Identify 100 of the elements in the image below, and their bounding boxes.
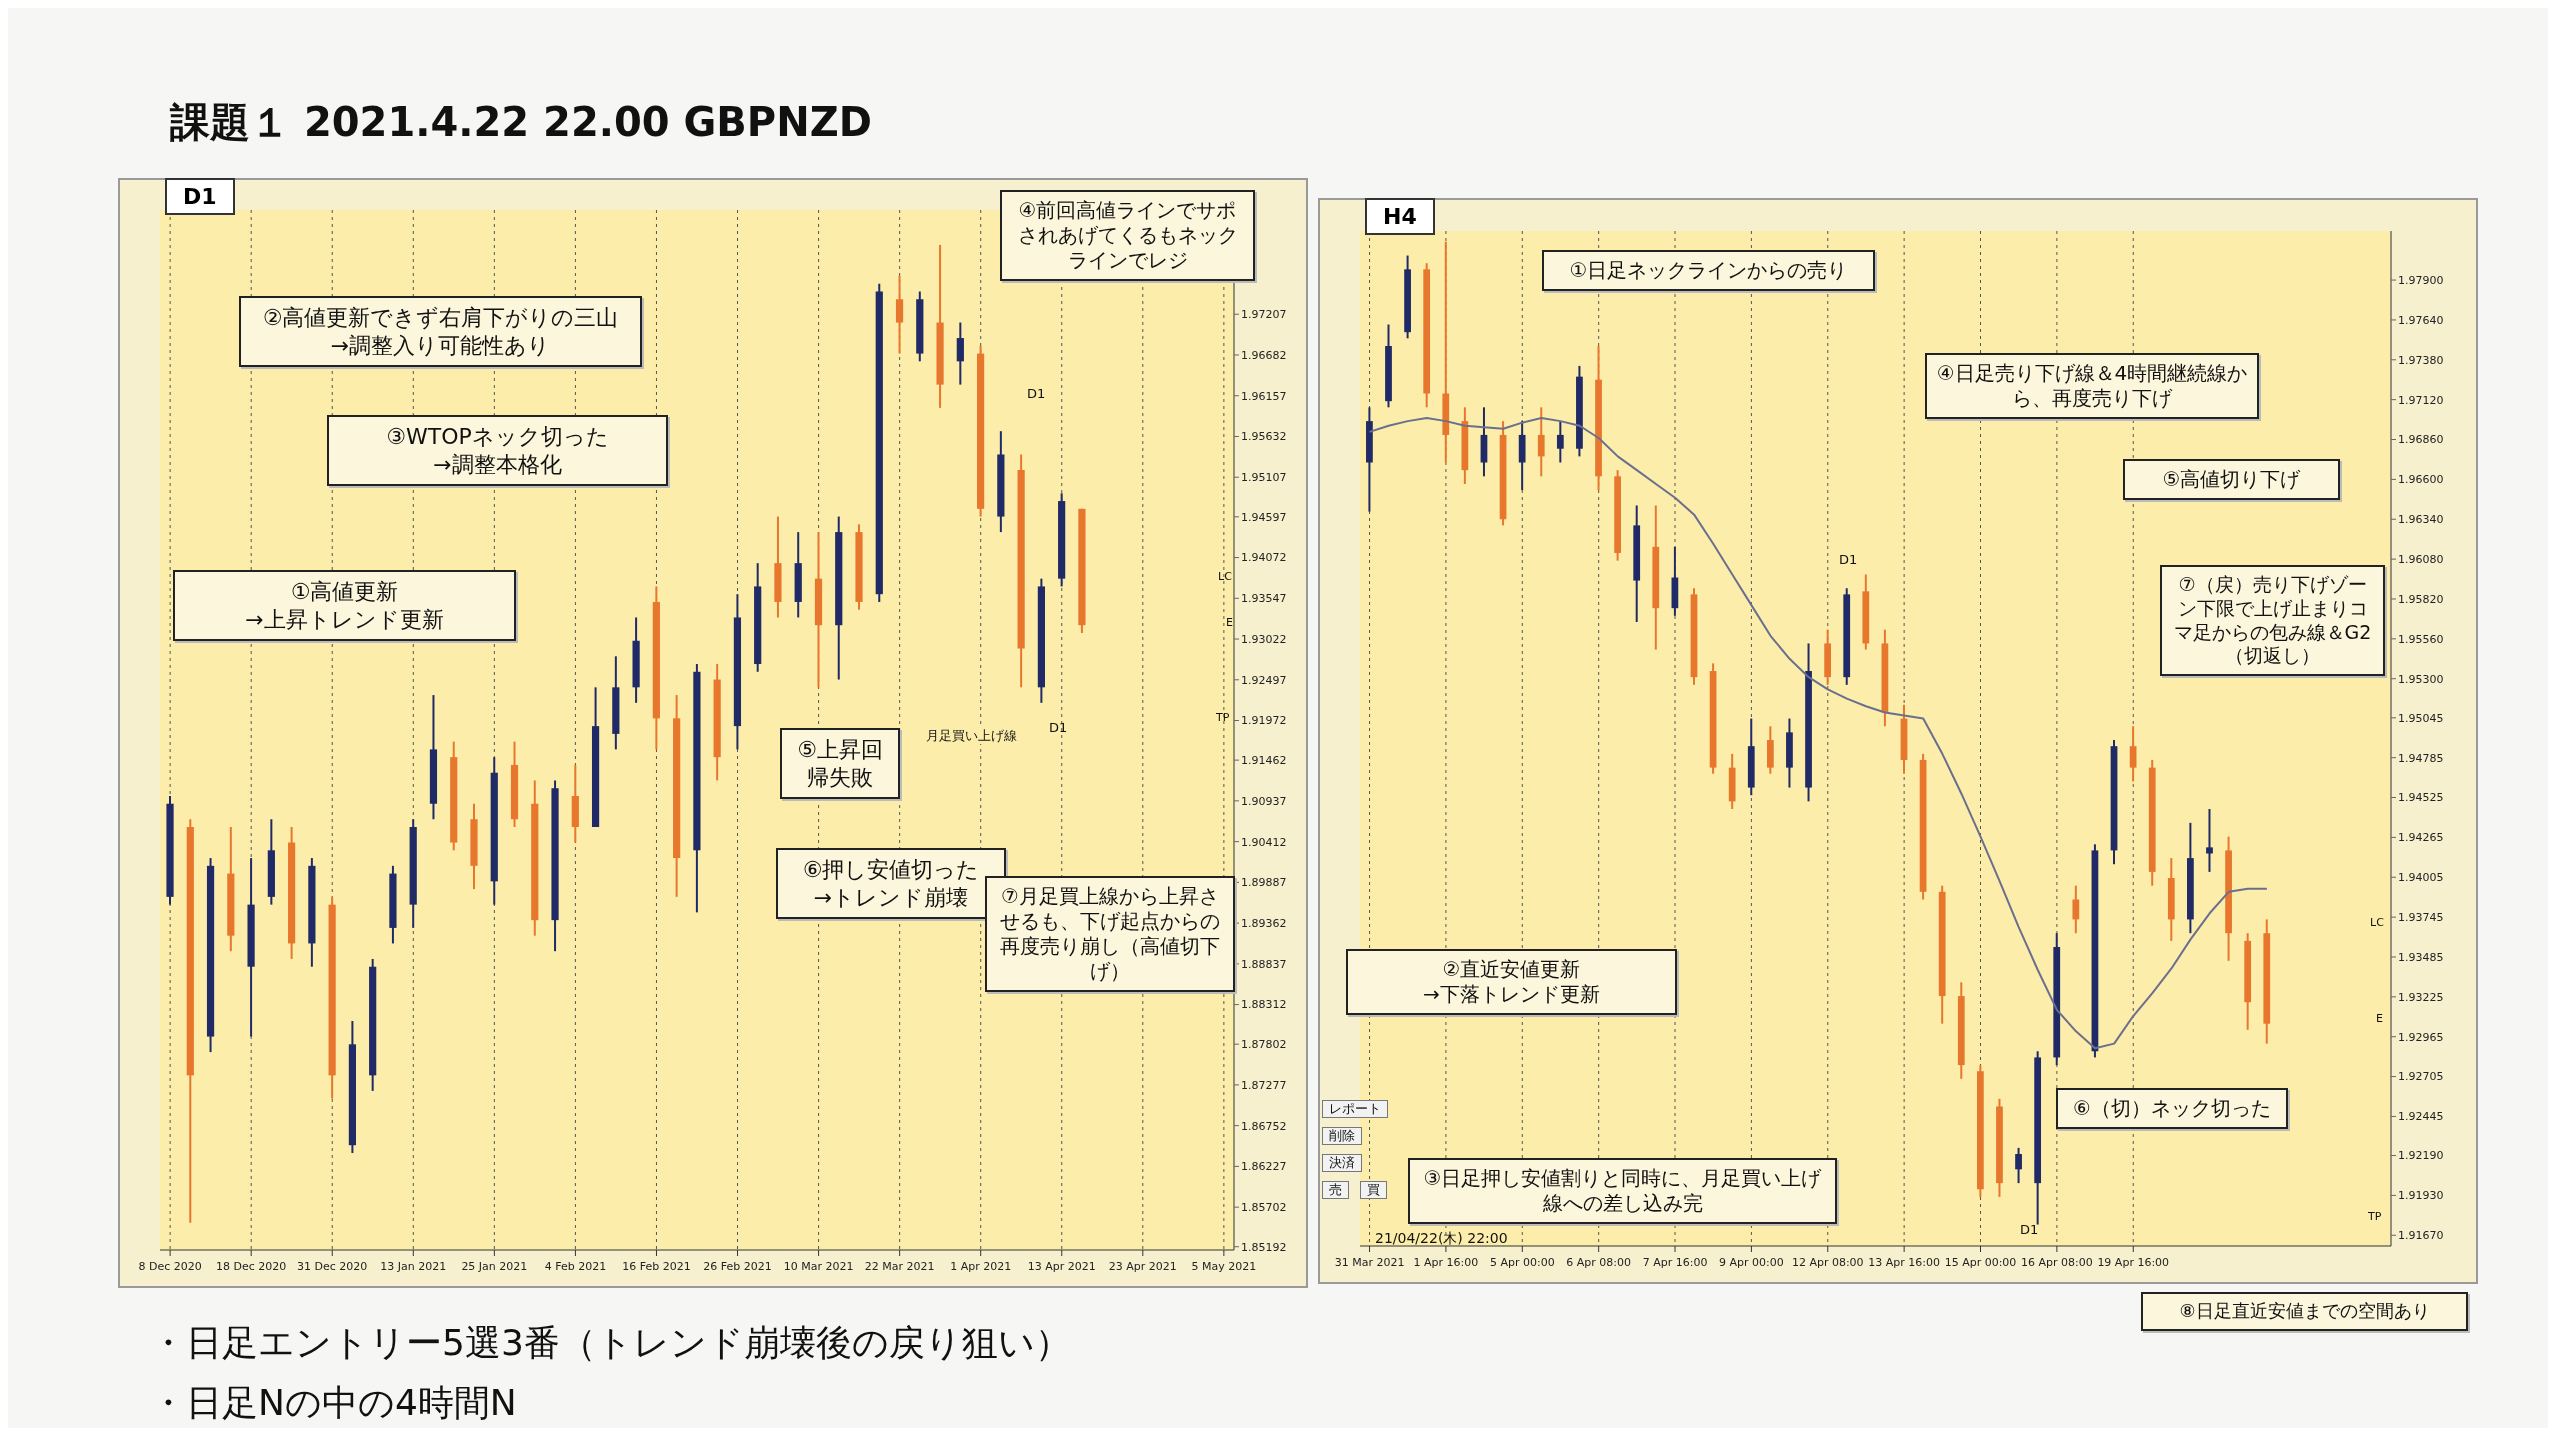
x-tick-label: 16 Feb 2021: [622, 1260, 691, 1273]
y-tick-label: 1.96340: [2398, 513, 2444, 527]
candlestick: [1556, 420, 1564, 464]
x-tick-label: 19 Apr 16:00: [2097, 1256, 2170, 1269]
y-tick-label: 1.93745: [2398, 911, 2444, 925]
x-tick-label: 9 Apr 00:00: [1719, 1256, 1784, 1269]
y-tick-label: 1.97120: [2398, 393, 2444, 407]
y-tick-label: 1.91930: [2398, 1189, 2444, 1203]
callout-box: ①日足ネックラインからの売り: [1542, 250, 1875, 291]
callout-box: ④前回高値ラインでサポされあげてくるもネックラインでレジ: [1000, 190, 1255, 281]
x-tick-label: 13 Apr 16:00: [1868, 1256, 1941, 1269]
annotation: E: [2376, 1012, 2383, 1026]
callout-box: ⑤高値切り下げ: [2123, 459, 2340, 500]
annotation: D1: [1027, 386, 1046, 403]
y-tick-label: 1.91462: [1241, 754, 1287, 768]
y-tick-label: 1.97900: [2398, 273, 2444, 287]
callout-box: ①高値更新 →上昇トレンド更新: [173, 570, 516, 641]
y-tick-label: 1.94072: [1241, 551, 1287, 565]
annotation: レポート: [1322, 1100, 1388, 1119]
candlestick: [1537, 406, 1545, 478]
annotation: 買: [1360, 1181, 1387, 1200]
y-tick-label: 1.96600: [2398, 473, 2444, 487]
y-tick-label: 1.94525: [2398, 791, 2444, 805]
annotation: D1: [1839, 552, 1858, 569]
chart-subtitle: 課題１ 2021.4.22 22.00 GBPNZD: [170, 98, 872, 147]
y-tick-label: 1.87802: [1241, 1038, 1287, 1052]
y-tick-label: 1.89362: [1241, 917, 1287, 930]
x-tick-label: 6 Apr 08:00: [1566, 1256, 1632, 1269]
y-tick-label: 1.97380: [2398, 353, 2444, 367]
callout-box: ⑧日足直近安値までの空間あり: [2141, 1292, 2468, 1331]
y-tick-label: 1.93547: [1241, 592, 1287, 606]
y-tick-label: 1.90937: [1241, 794, 1287, 808]
callout-box: ⑥（切）ネック切った: [2056, 1088, 2288, 1129]
annotation: TP: [1216, 711, 1230, 725]
x-tick-label: 13 Jan 2021: [380, 1260, 447, 1273]
callout-box: ③日足押し安値割りと同時に、月足買い上げ線への差し込み完: [1408, 1158, 1837, 1224]
x-tick-label: 23 Apr 2021: [1108, 1260, 1177, 1273]
chart-title: H4: [1365, 198, 1435, 235]
annotation: 月足買い上げ線: [924, 728, 1019, 745]
y-tick-label: 1.87277: [1241, 1078, 1287, 1092]
y-tick-label: 1.86752: [1241, 1119, 1287, 1133]
y-tick-label: 1.96682: [1241, 348, 1287, 362]
y-tick-label: 1.96860: [2398, 433, 2444, 447]
x-tick-label: 22 Mar 2021: [864, 1260, 935, 1273]
y-tick-label: 1.89887: [1241, 876, 1287, 890]
annotation: TP: [2368, 1210, 2382, 1224]
y-tick-label: 1.94597: [1241, 510, 1287, 524]
text: ・日足Nの中の4時間N: [150, 1381, 517, 1425]
y-tick-label: 1.86227: [1241, 1160, 1287, 1174]
y-tick-label: 1.95045: [2398, 711, 2444, 725]
y-tick-label: 1.95632: [1241, 430, 1287, 444]
y-tick-label: 1.97207: [1241, 308, 1287, 322]
x-tick-label: 1 Apr 16:00: [1413, 1256, 1479, 1269]
y-tick-label: 1.92445: [2398, 1110, 2444, 1124]
y-tick-label: 1.94785: [2398, 751, 2444, 765]
x-tick-label: 4 Feb 2021: [544, 1260, 607, 1273]
x-tick-label: 31 Dec 2020: [297, 1260, 368, 1273]
candlestick: [2206, 808, 2213, 873]
x-tick-label: 31 Mar 2021: [1334, 1256, 1405, 1269]
text: ・日足エントリー5選3番（トレンド崩壊後の戻り狙い）: [150, 1321, 1071, 1365]
y-tick-label: 1.88312: [1241, 998, 1287, 1012]
y-tick-label: 1.92965: [2398, 1030, 2444, 1044]
x-tick-label: 5 Apr 00:00: [1489, 1256, 1555, 1269]
x-tick-label: 7 Apr 16:00: [1642, 1256, 1708, 1269]
y-tick-label: 1.94265: [2398, 831, 2444, 845]
x-tick-label: 1 Apr 2021: [950, 1260, 1012, 1273]
x-tick-label: 10 Mar 2021: [783, 1260, 854, 1273]
callout-box: ②直近安値更新 →下落トレンド更新: [1346, 949, 1677, 1015]
callout-box: ④日足売り下げ線＆4時間継続線から、再度売り下げ: [1925, 353, 2259, 419]
x-tick-label: 5 May 2021: [1191, 1260, 1257, 1273]
candlestick: [895, 274, 904, 355]
y-tick-label: 1.92497: [1241, 673, 1287, 687]
candlestick: [2072, 884, 2080, 935]
y-tick-label: 1.91972: [1241, 714, 1287, 728]
annotation: LC: [2370, 916, 2384, 930]
annotation: D1: [1049, 720, 1068, 737]
candlestick: [2015, 1146, 2022, 1185]
y-tick-label: 1.85702: [1241, 1201, 1287, 1215]
y-tick-label: 1.93485: [2398, 950, 2444, 964]
y-tick-label: 1.96157: [1241, 389, 1287, 403]
y-tick-label: 1.88837: [1241, 957, 1287, 971]
y-tick-label: 1.85192: [1241, 1240, 1287, 1254]
y-tick-label: 1.95820: [2398, 592, 2444, 606]
chart-title: D1: [165, 178, 235, 215]
x-tick-label: 8 Dec 2020: [138, 1260, 202, 1273]
candlestick: [2129, 725, 2137, 783]
y-tick-label: 1.93225: [2398, 990, 2444, 1004]
annotation: 21/04/22(木) 22:00: [1375, 1230, 1508, 1248]
annotation: D1: [2020, 1222, 2039, 1239]
callout-box: ⑤上昇回帰失敗: [780, 728, 900, 799]
y-tick-label: 1.95107: [1241, 471, 1287, 485]
y-tick-label: 1.93022: [1241, 632, 1287, 646]
y-tick-label: 1.91670: [2398, 1229, 2444, 1243]
callout-box: ②高値更新できず右肩下がりの三山 →調整入り可能性あり: [239, 296, 642, 367]
y-tick-label: 1.95300: [2398, 672, 2444, 686]
callout-box: ③WTOPネック切った →調整本格化: [327, 415, 668, 486]
annotation: LC: [1218, 570, 1232, 584]
y-tick-label: 1.95560: [2398, 632, 2444, 646]
x-tick-label: 18 Dec 2020: [216, 1260, 287, 1273]
x-tick-label: 13 Apr 2021: [1027, 1260, 1096, 1273]
